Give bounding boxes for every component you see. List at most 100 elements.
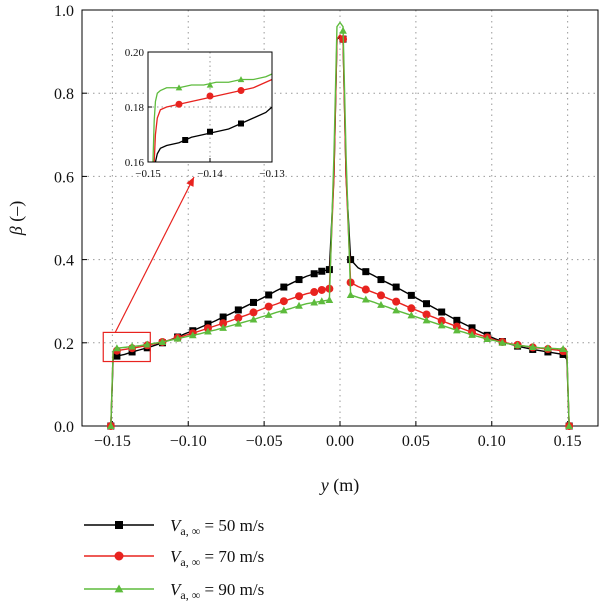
inset-series-1 [153, 78, 272, 162]
data-point [234, 313, 243, 322]
zoom-arrow-line [114, 176, 195, 333]
inset-data-point [206, 92, 214, 100]
series-2 [106, 21, 574, 429]
data-point [376, 291, 385, 300]
data-point [339, 26, 347, 34]
data-point [113, 344, 121, 352]
data-point [265, 291, 273, 299]
inset-x-tick-label: −0.15 [135, 168, 161, 180]
legend-label: Va, ∞ = 90 m/s [170, 580, 264, 602]
data-point [279, 297, 288, 306]
data-point [264, 310, 273, 318]
inset-series-line [153, 78, 272, 162]
data-point [204, 327, 212, 335]
data-point [325, 266, 333, 274]
inset-plot-area: −0.15 −0.14 −0.13 0.16 0.18 0.20 [102, 47, 285, 363]
data-point [544, 344, 552, 352]
data-point [407, 291, 415, 299]
data-point [188, 331, 197, 339]
legend-swatch-marker [115, 521, 123, 529]
data-point [249, 308, 258, 317]
x-tick-label: 0.10 [478, 433, 506, 450]
data-point [234, 306, 242, 314]
inset-series-line [152, 73, 272, 162]
y-tick-label: 0.4 [54, 253, 74, 270]
series-line [110, 21, 570, 427]
data-point [559, 345, 567, 353]
inset-series-2 [152, 73, 272, 162]
inset-data-point [238, 120, 244, 127]
series-line [110, 34, 570, 427]
y-axis-title: β (–) [6, 201, 27, 236]
data-point [361, 295, 370, 303]
legend-swatch-marker [114, 551, 124, 561]
data-point [407, 311, 416, 319]
data-point [453, 316, 461, 324]
zoom-region-box [102, 331, 151, 363]
x-tick-label: −0.05 [246, 433, 283, 450]
data-point [295, 301, 303, 309]
main-plot-area: −0.15 −0.10 −0.05 0.00 0.05 0.10 0.15 0.0 0.2 0.4… [6, 3, 599, 496]
inset-y-tick-label: 0.18 [125, 102, 145, 114]
data-point [173, 334, 182, 342]
data-point [113, 352, 121, 360]
inset-data-point [175, 84, 183, 91]
x-tick-label: 0.00 [326, 433, 354, 450]
legend: Va, ∞ = 50 m/s Va, ∞ = 70 m/s Va, ∞ = 90 m… [84, 516, 264, 602]
data-point [423, 300, 431, 308]
legend-swatch-marker [114, 584, 124, 593]
data-point [310, 298, 319, 306]
data-point [325, 295, 334, 303]
data-point [143, 340, 152, 348]
y-tick-label: 0.6 [54, 169, 74, 186]
data-point [347, 256, 355, 264]
data-point [468, 324, 476, 332]
data-point [437, 316, 446, 325]
y-tick-label: 0.0 [54, 419, 74, 436]
x-tick-label: −0.10 [170, 433, 207, 450]
data-point [317, 285, 326, 294]
data-point [468, 330, 476, 338]
data-point [234, 319, 243, 327]
legend-label: Va, ∞ = 50 m/s [170, 516, 264, 538]
inset-data-point [182, 137, 189, 143]
data-point [453, 326, 461, 334]
inset-y-tick-label: 0.20 [125, 47, 145, 59]
x-tick-label: 0.15 [554, 433, 582, 450]
data-point [279, 306, 288, 314]
inset-series-0 [154, 106, 272, 162]
data-point [437, 321, 446, 329]
data-point [128, 342, 136, 350]
inset-x-tick-label: −0.14 [197, 168, 223, 180]
data-point [483, 335, 492, 343]
data-point [528, 342, 537, 350]
data-point [295, 292, 304, 301]
data-point [219, 323, 227, 331]
data-point [392, 283, 400, 291]
x-tick-label: −0.15 [94, 433, 131, 450]
inset-data-point [237, 87, 245, 94]
legend-item-0: Va, ∞ = 50 m/s [84, 516, 264, 538]
y-tick-label: 0.2 [54, 336, 74, 353]
data-point [310, 288, 319, 297]
data-point [422, 310, 431, 319]
legend-label: Va, ∞ = 70 m/s [170, 547, 264, 569]
data-point [310, 270, 318, 278]
data-point [498, 338, 507, 346]
inset-series-group [152, 73, 272, 162]
y-tick-label: 0.8 [54, 86, 74, 103]
y-tick-label: 1.0 [54, 3, 74, 20]
data-point [318, 267, 326, 275]
inset-x-tick-label: −0.13 [259, 168, 285, 180]
data-point [249, 298, 257, 306]
inset-data-point [237, 76, 245, 83]
data-point [280, 283, 288, 291]
data-point [392, 306, 401, 314]
data-point [377, 300, 385, 308]
data-point [346, 290, 355, 298]
x-tick-label: 0.05 [402, 433, 430, 450]
data-point [249, 315, 258, 323]
data-point [219, 313, 227, 321]
